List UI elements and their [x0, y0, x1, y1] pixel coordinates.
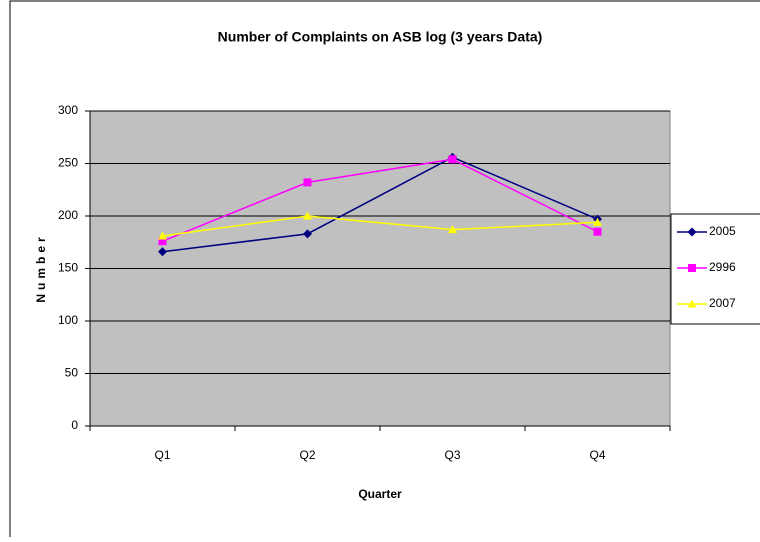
- marker: [158, 247, 167, 257]
- marker: [303, 211, 312, 220]
- chart-title: Number of Complaints on ASB log (3 years…: [218, 29, 543, 45]
- y-axis-label: Number: [34, 233, 48, 302]
- marker: [158, 231, 167, 240]
- marker: [303, 229, 312, 239]
- x-axis-label: Quarter: [358, 487, 402, 501]
- x-tick-label: Q1: [154, 448, 170, 462]
- y-tick-label: 150: [58, 261, 78, 275]
- legend-label: 2005: [709, 224, 736, 238]
- y-tick-label: 300: [58, 103, 78, 117]
- series-line: [162, 158, 598, 242]
- x-tick-label: Q3: [444, 448, 460, 462]
- y-tick-label: 250: [58, 156, 78, 170]
- marker: [158, 237, 167, 246]
- y-tick-label: 200: [58, 208, 78, 222]
- y-tick-label: 0: [71, 418, 78, 432]
- series-line: [162, 156, 598, 253]
- legend-box: [670, 213, 760, 325]
- legend-label: 2007: [709, 296, 736, 310]
- marker: [687, 299, 697, 308]
- marker: [687, 227, 697, 237]
- marker: [688, 264, 696, 272]
- y-tick-label: 100: [58, 313, 78, 327]
- x-tick-label: Q4: [589, 448, 605, 462]
- marker: [448, 225, 457, 234]
- y-tick-label: 50: [65, 366, 79, 380]
- marker: [593, 217, 602, 226]
- legend-label: 2996: [709, 260, 736, 274]
- series-line: [162, 215, 598, 237]
- marker: [448, 155, 457, 164]
- x-tick-label: Q2: [299, 448, 315, 462]
- marker: [593, 227, 602, 236]
- marker: [303, 178, 312, 187]
